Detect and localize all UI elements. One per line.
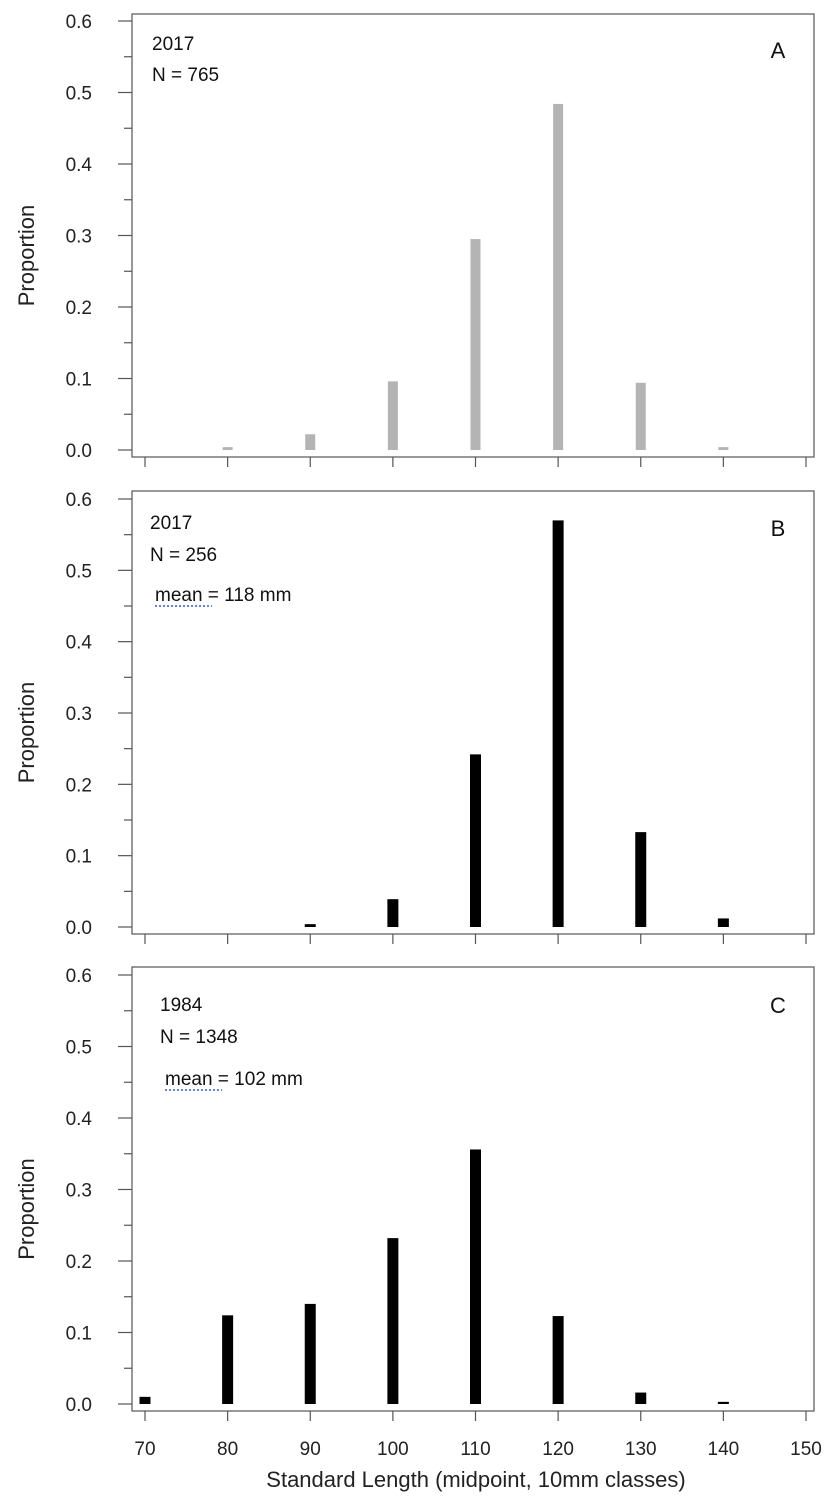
y-tick-label: 0.1 [66,1324,92,1345]
y-tick-label: 0.3 [66,704,92,725]
y-tick-label: 0.4 [66,1109,93,1130]
y-tick-label: 0.0 [66,918,92,939]
y-tick-label: 0.5 [66,561,92,582]
bar [305,434,316,450]
y-tick-label: 0.5 [66,84,92,105]
y-tick-label: 0.4 [66,155,93,176]
y-tick-label: 0.3 [66,227,92,248]
y-tick-label: 0.1 [66,370,92,391]
bar [304,924,316,927]
panel-letter: B [771,516,786,541]
x-tick-label: 130 [625,1439,657,1460]
y-axis-label: Proportion [14,205,39,307]
x-tick-label: 120 [542,1439,574,1460]
panel-annotation: 2017 [150,513,192,534]
bar [718,447,729,450]
bar [387,1238,399,1404]
bar [470,239,481,450]
bar [635,382,646,450]
panel-annotation: 1984 [160,995,203,1016]
y-tick-label: 0.6 [66,966,92,987]
bar [717,918,729,927]
x-tick-label: 80 [217,1439,238,1460]
bar [470,754,481,927]
mean-annotation: mean = 102 mm [165,1069,303,1090]
panel-annotation: 2017 [152,34,194,55]
bar [552,1316,564,1404]
x-tick-label: 100 [377,1439,409,1460]
x-tick-label: 70 [134,1439,155,1460]
panel-annotation: N = 1348 [160,1027,238,1048]
y-axis-label: Proportion [14,682,39,784]
x-tick-label: 140 [708,1439,740,1460]
bar [717,1401,729,1404]
y-tick-label: 0.1 [66,847,92,868]
bar [470,1149,481,1404]
panel-annotation: N = 765 [152,65,219,86]
y-tick-label: 0.2 [66,1252,92,1273]
panel-letter: A [771,38,786,63]
y-tick-label: 0.3 [66,1181,92,1202]
bar [387,381,398,450]
mean-annotation: mean = 118 mm [155,585,291,606]
bar [635,832,647,927]
bar [387,899,399,927]
x-axis-label: Standard Length (midpoint, 10mm classes) [266,1467,685,1492]
y-tick-label: 0.2 [66,298,92,319]
x-tick-label: 110 [460,1439,490,1460]
bar [222,1315,234,1404]
x-tick-label: 150 [790,1439,822,1460]
y-tick-label: 0.2 [66,775,92,796]
bar [139,1396,151,1404]
y-tick-label: 0.6 [66,490,92,511]
bar [552,520,564,927]
bar [222,447,233,450]
bar [304,1303,316,1404]
y-tick-label: 0.0 [66,441,92,462]
y-tick-label: 0.6 [66,12,92,33]
panel-letter: C [770,993,786,1018]
y-axis-label: Proportion [14,1158,39,1260]
bar [635,1392,647,1404]
y-tick-label: 0.5 [66,1038,92,1059]
x-tick-label: 90 [300,1439,321,1460]
bar [553,103,564,450]
y-tick-label: 0.4 [66,633,93,654]
y-tick-label: 0.0 [66,1395,92,1416]
panel-annotation: N = 256 [150,545,217,566]
